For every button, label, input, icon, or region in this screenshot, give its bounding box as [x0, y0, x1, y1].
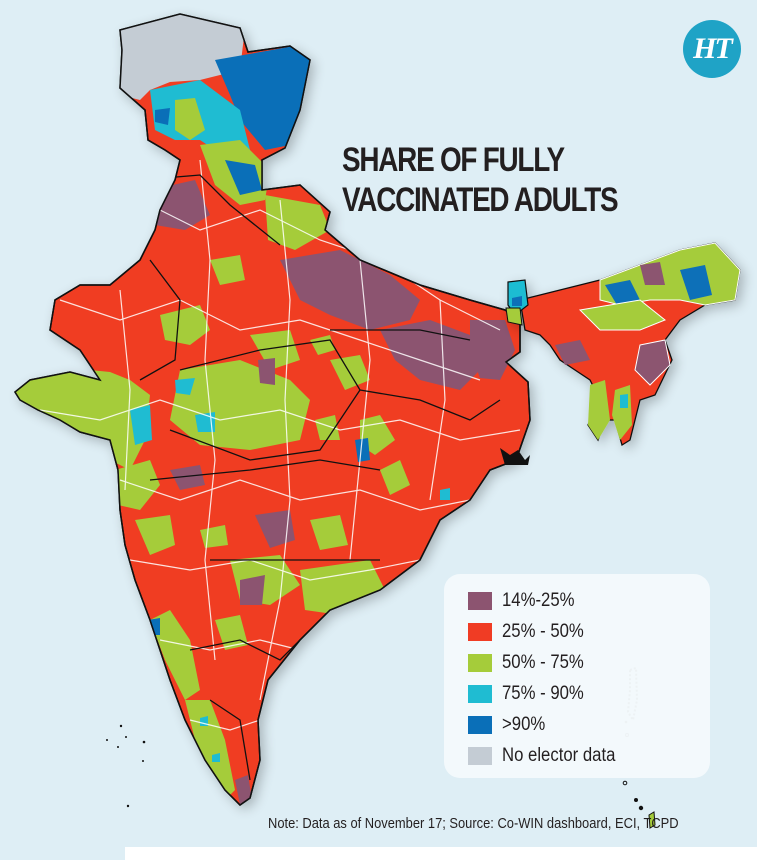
legend-label: 75% - 90%	[502, 683, 584, 704]
source-note: Note: Data as of November 17; Source: Co…	[268, 815, 679, 832]
legend-swatch	[468, 747, 492, 765]
legend-item-75-90: 75% - 90%	[468, 681, 595, 707]
legend-label: 50% - 75%	[502, 652, 584, 673]
title-line-1: SHARE OF FULLY	[342, 141, 565, 179]
legend-swatch	[468, 716, 492, 734]
northeast-region	[505, 242, 741, 447]
legend-item-50-75: 50% - 75%	[468, 650, 595, 676]
legend-item-over-90: >90%	[468, 712, 551, 738]
legend-swatch	[468, 685, 492, 703]
legend-label: 25% - 50%	[502, 621, 584, 642]
legend-item-no-data: No elector data	[468, 743, 631, 769]
legend-item-25-50: 25% - 50%	[468, 619, 595, 645]
legend-label: No elector data	[502, 745, 616, 766]
legend-label: >90%	[502, 714, 546, 735]
legend-swatch	[468, 654, 492, 672]
title-line-2: VACCINATED ADULTS	[342, 181, 619, 219]
lakshadweep-islands	[106, 724, 146, 808]
ht-logo: HT	[683, 20, 741, 78]
legend-item-14-25: 14%-25%	[468, 588, 584, 614]
bottom-margin	[125, 847, 757, 860]
legend-swatch	[468, 623, 492, 641]
chart-title: SHARE OF FULLY VACCINATED ADULTS	[342, 140, 619, 220]
logo-text: HT	[693, 32, 733, 65]
legend-label: 14%-25%	[502, 590, 575, 611]
legend: 14%-25% 25% - 50% 50% - 75% 75% - 90% >9…	[444, 574, 710, 778]
legend-swatch	[468, 592, 492, 610]
